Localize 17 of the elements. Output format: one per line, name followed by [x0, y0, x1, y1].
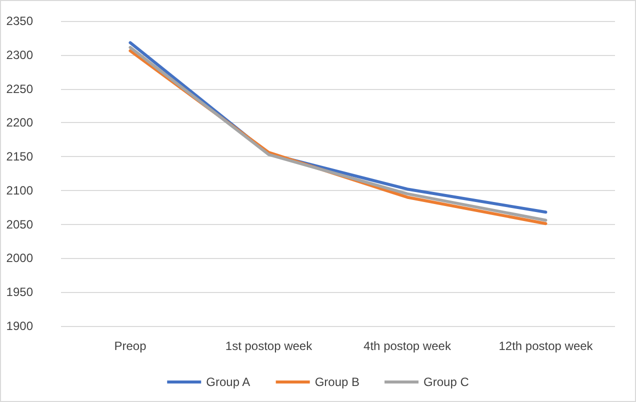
- x-tick-label: Preop: [114, 339, 147, 353]
- x-tick-label: 12th postop week: [498, 339, 594, 353]
- y-tick-label: 2050: [6, 217, 34, 232]
- y-tick-label: 2150: [6, 150, 34, 164]
- y-tick-label: 2300: [6, 48, 34, 62]
- legend-label: Group B: [314, 375, 360, 389]
- y-tick-label: 2350: [6, 14, 34, 28]
- y-tick-label: 1950: [6, 285, 34, 300]
- y-tick-label: 2250: [6, 82, 34, 96]
- y-tick-label: 2000: [6, 251, 34, 266]
- y-tick-label: 2200: [6, 116, 34, 130]
- x-tick-label: 1st postop week: [225, 339, 314, 353]
- legend-label: Group C: [424, 375, 470, 389]
- x-tick-label: 4th postop week: [364, 339, 452, 353]
- y-tick-label: 1900: [6, 319, 34, 333]
- legend-label: Group A: [206, 375, 250, 389]
- y-tick-label: 2100: [6, 183, 34, 198]
